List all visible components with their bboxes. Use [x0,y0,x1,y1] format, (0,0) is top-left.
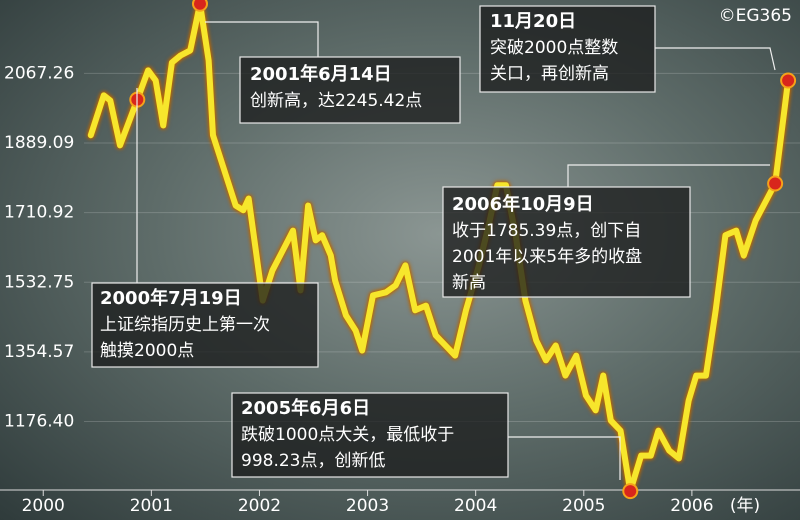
x-tick-label: 2002 [238,496,281,516]
y-tick-label: 1532.75 [4,272,74,292]
connector [508,436,621,480]
annotation-text: 触摸2000点 [100,341,194,361]
annotation-box [239,56,461,124]
annotation-heading: 2006年10月9日 [452,193,594,215]
x-tick-label: 2005 [562,496,605,516]
x-tick-label: 2000 [22,496,65,516]
annotation-text: 跌破1000点大关，最低收于 [241,425,454,445]
y-tick-label: 1354.57 [4,342,74,362]
annotation-text: 关口，再创新高 [490,64,609,84]
x-tick-label: 2004 [454,496,497,516]
highlight-point [192,0,208,12]
annotation-box [479,5,656,93]
annotation-box [231,392,509,478]
annotation-box [442,186,691,298]
annotation-text: 创新高，达2245.42点 [250,91,422,111]
y-tick-label: 1710.92 [4,203,74,223]
annotation-heading: 2005年6月6日 [241,397,370,419]
annotation-text: 上证综指历史上第一次 [100,315,270,335]
credit: ©EG365 [719,6,792,26]
annotation-heading: 11月20日 [490,11,576,32]
data-line [87,0,792,495]
annotation-text: 新高 [452,273,486,293]
y-tick-label: 2067.26 [4,63,74,83]
connector [655,47,776,71]
x-tick-label: 2006 [670,496,713,516]
highlight-point [622,483,639,500]
annotation-heading: 2001年6月14日 [250,63,392,85]
annotation-text: 收于1785.39点，创下自 [452,221,641,241]
highlight-point [767,175,784,192]
annotation-text: 998.23点，创新低 [241,451,385,471]
x-axis-label: (年) [730,496,760,516]
annotation-box [91,282,319,368]
annotation-heading: 2000年7月19日 [100,287,242,309]
highlight-point [780,72,797,89]
connector [205,21,319,57]
y-tick-label: 1889.09 [4,133,74,153]
annotation-text: 2001年以来5年多的收盘 [452,247,642,267]
annotation-text: 突破2000点整数 [490,38,618,58]
y-tick-label: 1176.40 [4,412,74,432]
annotation-layer: 2001年6月14日 创新高，达2245.42点 11月20日 突破2000点整… [91,5,792,516]
connector [567,164,770,187]
x-tick-label: 2001 [130,496,173,516]
x-tick-label: 2003 [346,496,389,516]
